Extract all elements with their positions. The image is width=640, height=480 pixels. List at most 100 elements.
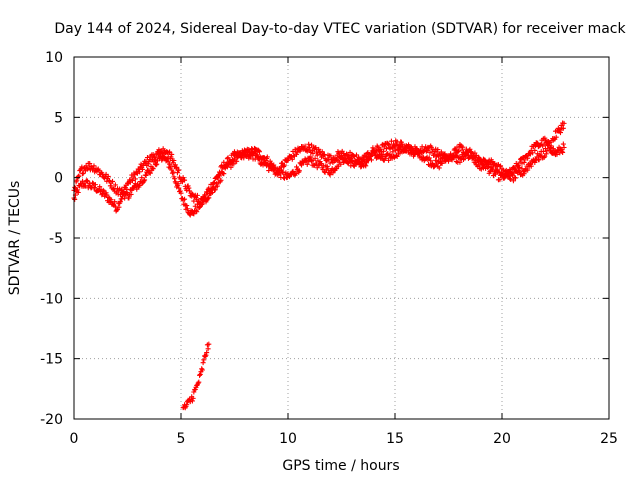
data-point <box>330 170 336 176</box>
data-point <box>407 151 413 157</box>
data-point <box>190 395 196 401</box>
data-point <box>489 166 495 172</box>
data-point <box>439 155 445 161</box>
data-point <box>536 157 542 163</box>
data-point <box>112 199 118 205</box>
data-point <box>455 149 461 155</box>
y-tick-label: -10 <box>40 291 63 307</box>
x-tick-label: 0 <box>70 431 79 447</box>
data-point <box>319 149 325 155</box>
data-point <box>128 191 134 197</box>
data-point <box>182 196 188 202</box>
data-point <box>469 155 475 161</box>
data-point <box>557 130 563 136</box>
data-point <box>80 171 86 177</box>
data-point <box>256 156 262 162</box>
data-point <box>528 163 534 169</box>
data-point <box>478 159 484 165</box>
data-point <box>177 188 183 194</box>
data-point <box>400 143 406 149</box>
data-point <box>341 152 347 158</box>
data-point <box>75 174 81 180</box>
data-point <box>428 158 434 164</box>
data-point <box>196 379 202 385</box>
data-point <box>92 182 98 188</box>
y-tick-label: 0 <box>54 171 63 187</box>
data-point <box>91 163 97 169</box>
data-point <box>525 167 531 173</box>
data-point <box>176 185 182 191</box>
data-point <box>175 181 181 187</box>
data-point <box>195 380 201 386</box>
data-point <box>527 161 533 167</box>
data-point <box>348 155 354 161</box>
data-point <box>442 151 448 157</box>
data-point <box>212 187 218 193</box>
data-point <box>426 155 432 161</box>
data-point <box>200 360 206 366</box>
data-point <box>450 152 456 158</box>
data-point <box>436 165 442 171</box>
data-point <box>114 207 120 213</box>
data-point <box>497 177 503 183</box>
data-point <box>193 208 199 214</box>
data-point <box>379 151 385 157</box>
data-point <box>239 153 245 159</box>
data-point <box>182 177 188 183</box>
data-point <box>228 164 234 170</box>
data-point <box>325 166 331 172</box>
data-point <box>84 178 90 184</box>
data-point <box>396 142 402 148</box>
data-marks <box>71 120 567 411</box>
y-tick-label: 5 <box>54 110 63 126</box>
data-point <box>126 195 132 201</box>
data-point <box>150 166 156 172</box>
data-point <box>472 154 478 160</box>
data-point <box>312 156 318 162</box>
data-point <box>256 149 262 155</box>
data-point <box>515 162 521 168</box>
data-point <box>363 153 369 159</box>
data-point <box>174 164 180 170</box>
data-point <box>505 169 511 174</box>
data-point <box>72 196 78 202</box>
data-point <box>423 148 429 154</box>
data-point <box>206 341 212 347</box>
data-point <box>116 204 122 210</box>
data-point <box>90 180 96 186</box>
data-point <box>189 191 195 197</box>
data-point <box>446 158 451 164</box>
data-point <box>184 203 190 209</box>
axis-ticks <box>73 56 610 420</box>
data-point <box>139 175 145 181</box>
data-point <box>119 186 125 192</box>
data-point <box>167 149 173 155</box>
data-point <box>302 143 308 149</box>
data-point <box>326 171 332 177</box>
data-point <box>153 162 159 168</box>
data-point <box>548 143 554 149</box>
data-point <box>277 170 283 176</box>
data-point <box>189 398 195 404</box>
y-tick-label: -20 <box>40 412 63 428</box>
data-point <box>237 150 243 156</box>
data-point <box>137 169 143 175</box>
data-point <box>132 176 138 182</box>
data-point <box>256 148 262 154</box>
data-point <box>370 145 376 151</box>
data-point <box>267 158 273 164</box>
data-point <box>100 187 106 193</box>
data-point <box>203 352 209 358</box>
data-point <box>450 155 456 161</box>
data-point <box>74 177 80 183</box>
data-point <box>199 202 205 208</box>
data-point <box>493 171 499 177</box>
data-point <box>375 144 381 150</box>
data-point <box>251 149 257 155</box>
data-point <box>165 159 171 165</box>
data-point <box>554 151 560 157</box>
data-point <box>388 138 394 144</box>
data-point <box>334 156 340 162</box>
data-point <box>560 150 566 156</box>
